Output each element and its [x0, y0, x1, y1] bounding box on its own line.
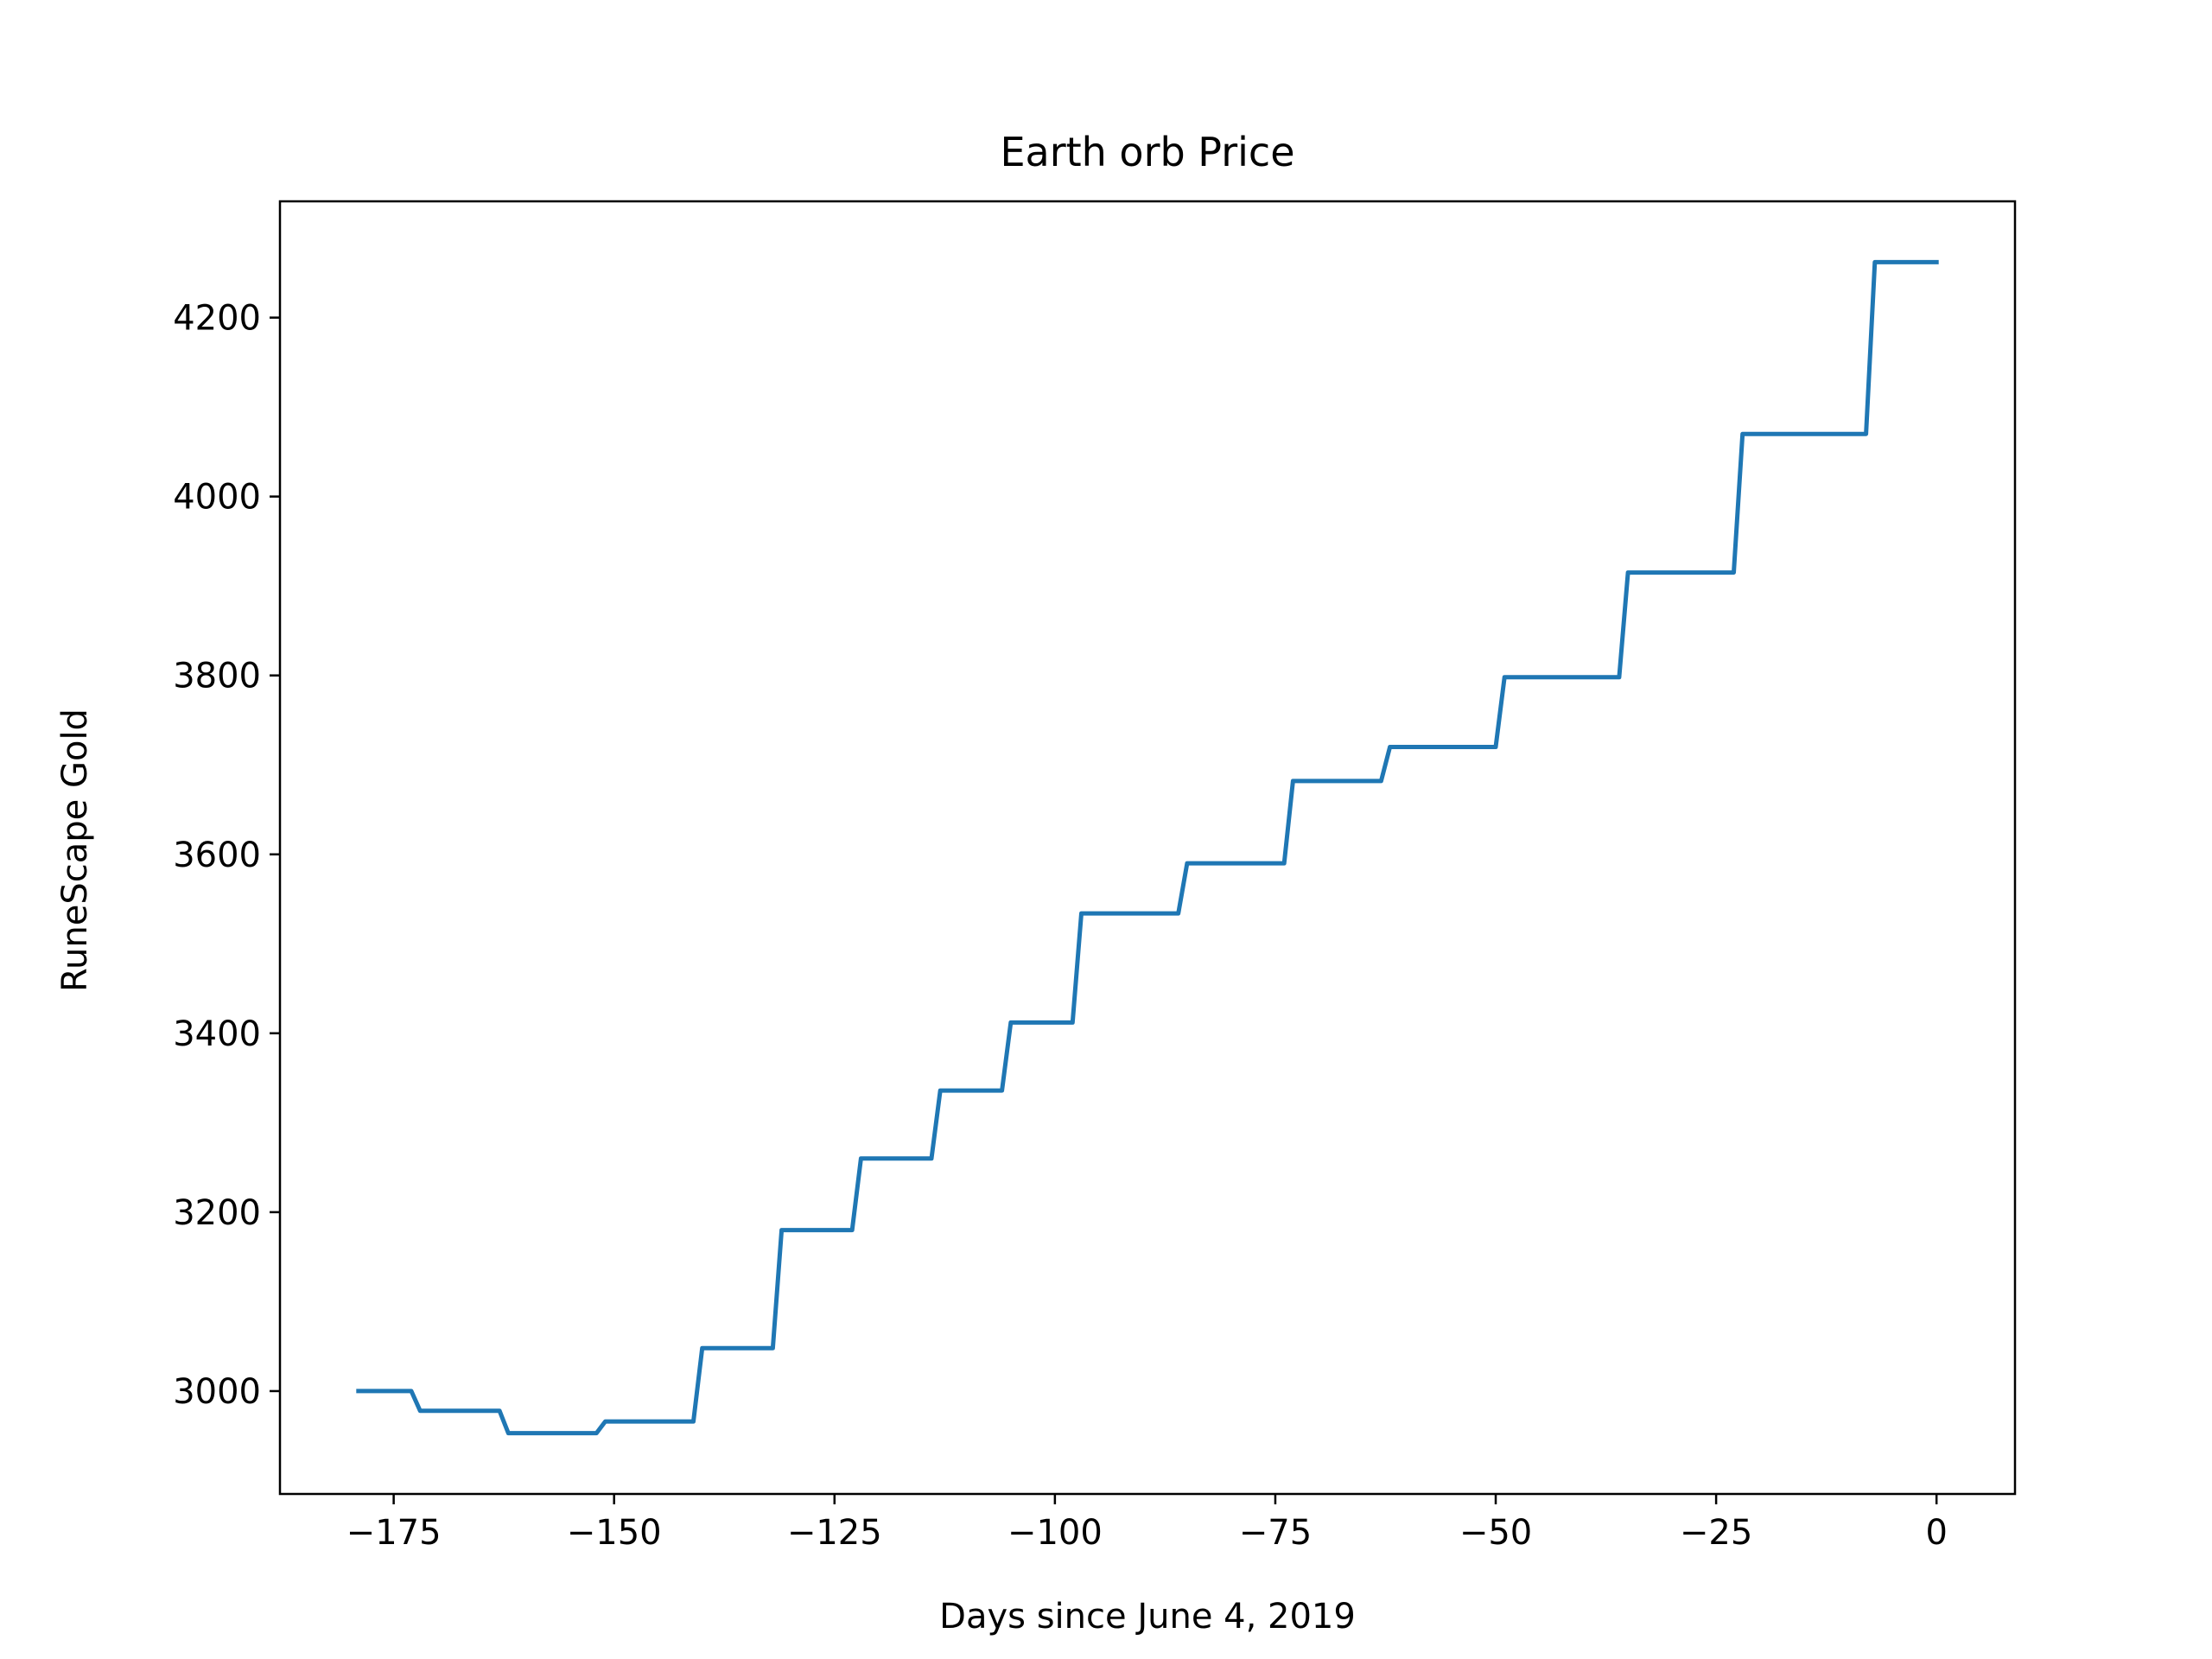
x-tick-label: −125: [787, 1513, 882, 1553]
y-axis-label: RuneScape Gold: [55, 709, 95, 992]
y-tick-label: 3200: [173, 1193, 261, 1233]
y-axis-ticks: 3000 3200 3400 3600 3800 4000 4200: [173, 299, 280, 1412]
y-tick-label: 4200: [173, 299, 261, 339]
y-tick-label: 3600: [173, 836, 261, 875]
plot-area: [356, 259, 1939, 1436]
x-tick-label: 0: [1925, 1513, 1947, 1553]
x-tick-label: −25: [1680, 1513, 1752, 1553]
series-line-1: [356, 259, 1939, 1436]
chart-title: Earth orb Price: [1000, 129, 1294, 175]
x-axis-ticks: −175 −150 −125 −100 −75 −50 −25 0: [346, 1494, 1948, 1553]
x-tick-label: −100: [1007, 1513, 1103, 1553]
x-tick-label: −75: [1239, 1513, 1312, 1553]
x-tick-label: −50: [1459, 1513, 1532, 1553]
y-tick-label: 4000: [173, 478, 261, 518]
x-axis-label: Days since June 4, 2019: [939, 1597, 1356, 1637]
y-tick-label: 3800: [173, 657, 261, 696]
x-tick-label: −150: [567, 1513, 662, 1553]
x-tick-label: −175: [346, 1513, 442, 1553]
y-tick-label: 3000: [173, 1372, 261, 1412]
plot-frame: [278, 200, 2017, 1496]
y-tick-label: 3400: [173, 1014, 261, 1054]
